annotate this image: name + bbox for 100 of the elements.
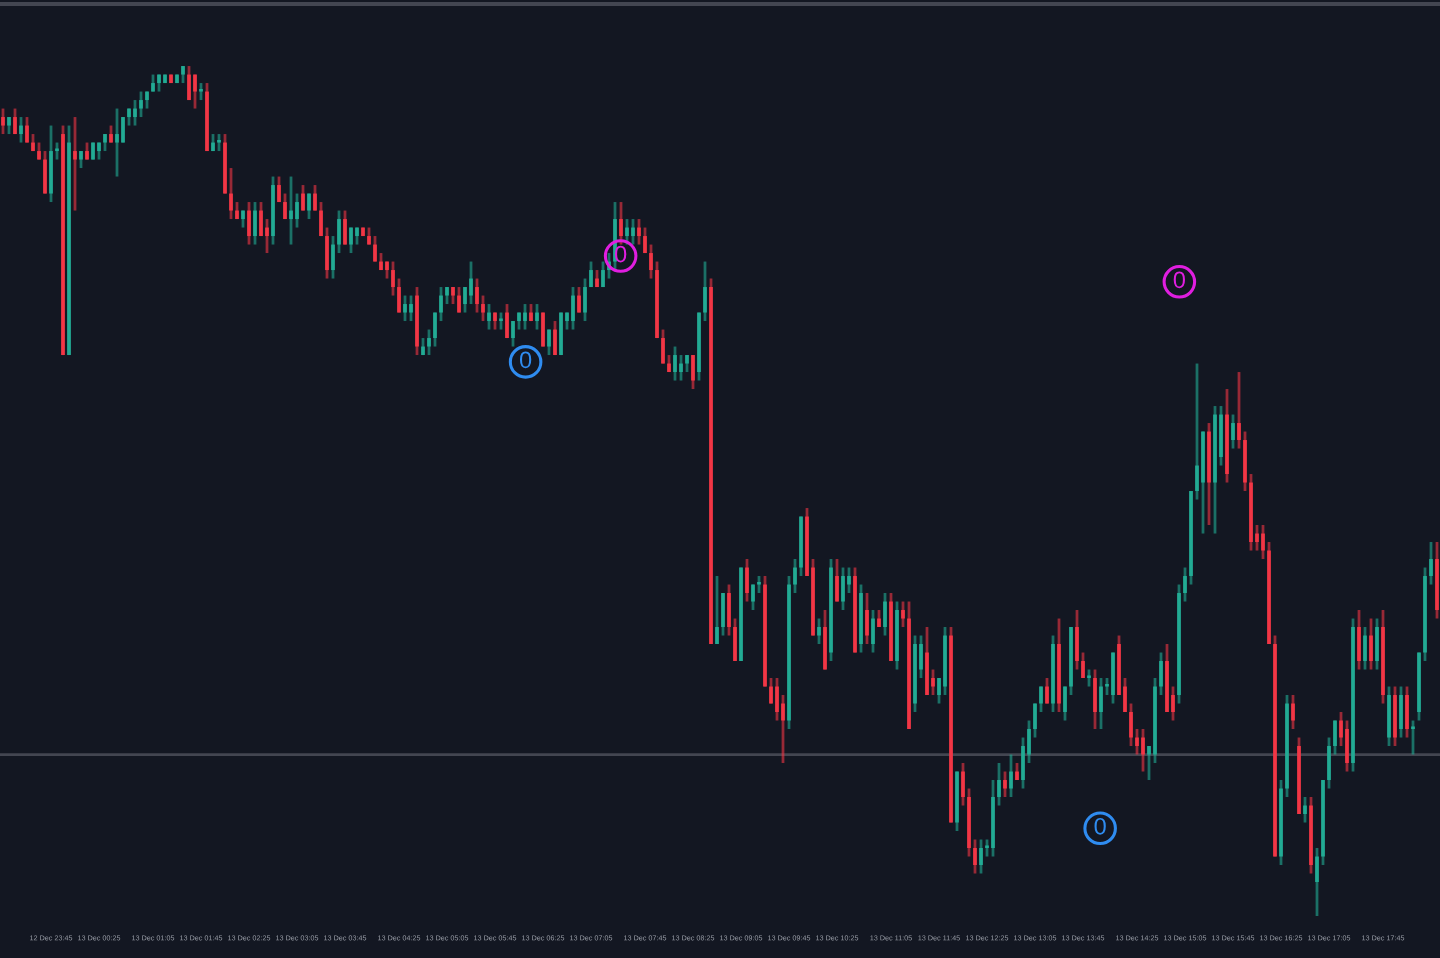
candlestick: [715, 574, 719, 646]
candlestick: [145, 90, 149, 110]
candlestick: [7, 115, 11, 136]
candlestick: [481, 294, 485, 323]
candlestick: [877, 608, 881, 629]
candlestick: [1009, 753, 1013, 799]
candlestick: [1183, 566, 1187, 603]
candlestick: [241, 209, 245, 229]
candlestick: [727, 583, 731, 637]
candlestick: [133, 98, 137, 127]
candlestick: [85, 141, 89, 161]
candlestick: [337, 209, 341, 255]
candlestick: [355, 226, 359, 246]
candlestick: [55, 141, 59, 161]
candlestick: [31, 132, 35, 153]
candlestick: [757, 574, 761, 595]
candlestick: [163, 73, 167, 85]
candlestick: [19, 115, 23, 144]
annotation: 0: [519, 351, 532, 369]
candlestick: [511, 319, 515, 348]
candlestick: [661, 328, 665, 365]
candlestick: [1093, 668, 1097, 731]
candlestick: [43, 149, 47, 195]
candlestick: [841, 566, 845, 612]
candlestick: [253, 200, 257, 246]
candlestick: [541, 311, 545, 348]
candlestick: [367, 226, 371, 246]
candlestick: [445, 285, 449, 306]
candlestick: [1375, 617, 1379, 671]
candlestick: [925, 625, 929, 697]
candlestick: [553, 319, 557, 357]
candlestick: [1159, 651, 1163, 697]
candlestick: [1003, 770, 1007, 799]
candlestick: [409, 294, 413, 323]
candlestick: [427, 328, 431, 357]
candlestick: [529, 302, 533, 323]
candlestick: [121, 115, 125, 144]
candlestick: [307, 192, 311, 221]
candlestick: [523, 302, 527, 331]
candlestick: [1099, 676, 1103, 731]
candlestick: [1075, 608, 1079, 671]
candlestick: [1429, 540, 1433, 586]
candlestick: [115, 107, 119, 178]
candlestick: [1141, 727, 1145, 773]
candlestick: [25, 115, 29, 144]
candlestick: [289, 175, 293, 246]
candlestick: [739, 566, 743, 663]
candlestick: [901, 600, 905, 629]
candlestick: [1261, 523, 1265, 561]
candlestick: [13, 107, 17, 136]
candlestick: [463, 285, 467, 314]
candlestick: [469, 260, 473, 306]
candlestick: [1291, 693, 1295, 731]
candlestick: [691, 353, 695, 391]
candlestick: [571, 285, 575, 331]
candlestick: [865, 591, 869, 646]
candlestick: [397, 277, 401, 314]
candlestick: [775, 676, 779, 722]
candlestick: [559, 311, 563, 357]
candlestick: [139, 90, 143, 119]
candlestick: [1129, 702, 1133, 748]
candlestick: [751, 583, 755, 612]
candlestick: [649, 243, 653, 280]
candlestick: [1081, 651, 1085, 680]
candlestick: [835, 557, 839, 603]
candlestick: [277, 175, 281, 204]
candlestick: [349, 226, 353, 255]
candlestick: [175, 73, 179, 85]
candlestick: [631, 217, 635, 246]
candlestick: [1111, 651, 1115, 705]
candlestick: [487, 302, 491, 331]
candlestick: [793, 557, 797, 595]
candlestick: [457, 285, 461, 314]
candlestick: [385, 260, 389, 280]
candlestick: [1087, 668, 1091, 688]
candlestick: [721, 591, 725, 637]
candlestick: [493, 311, 497, 331]
candlestick: [679, 353, 683, 382]
candlestick: [979, 838, 983, 875]
candlestick: [1231, 413, 1235, 450]
candlestick: [265, 217, 269, 255]
candlestick: [1411, 719, 1415, 756]
candlestick: [673, 345, 677, 382]
candlestick: [451, 285, 455, 306]
candlestick: [199, 81, 203, 102]
candlestick: [823, 608, 827, 671]
candlestick: [79, 149, 83, 170]
candlestick: [1345, 719, 1349, 773]
candlestick: [1333, 719, 1337, 756]
candlestick: [769, 676, 773, 705]
candlestick: [259, 200, 263, 238]
candlestick: [1387, 685, 1391, 748]
candlestick: [685, 353, 689, 374]
candlestick: [547, 328, 551, 357]
candlestick: [595, 268, 599, 289]
candlestick: [589, 260, 593, 289]
candlestick: [745, 557, 749, 603]
candlestick: [733, 617, 737, 663]
candlestick: [1063, 685, 1067, 722]
candlestick: [229, 166, 233, 221]
